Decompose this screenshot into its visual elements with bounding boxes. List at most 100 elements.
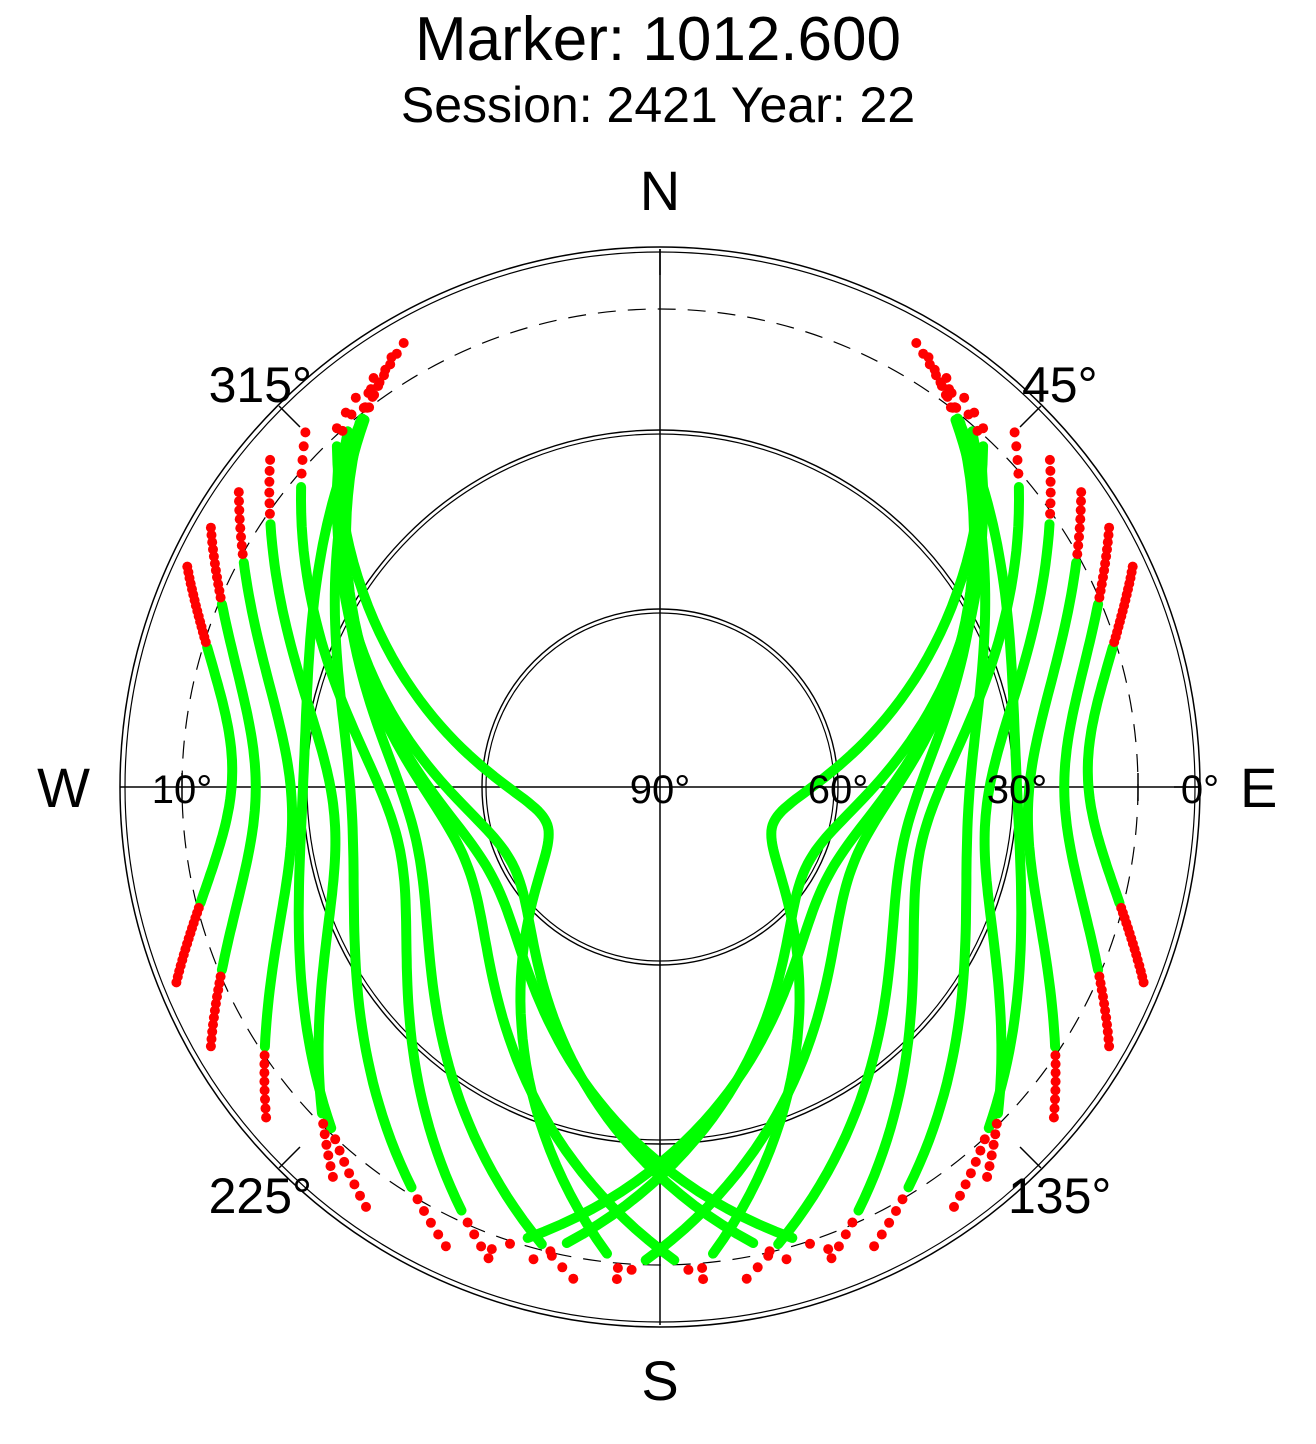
track-segment-above-cutoff [293,413,368,1134]
track-segment-above-cutoff [216,599,261,975]
track-point-near-cutoff [207,1026,218,1037]
track-point-near-cutoff [433,1229,444,1240]
track-point-near-cutoff [235,523,246,534]
track-point-near-cutoff [1076,496,1086,507]
track-point-near-cutoff [949,402,960,413]
track-point-near-cutoff [1050,1094,1060,1105]
track-point-near-cutoff [969,407,980,418]
track-point-near-cutoff [1050,1059,1061,1069]
track-point-near-cutoff [469,1229,480,1240]
track-point-near-cutoff [833,1241,844,1252]
satellite-track-11 [486,384,979,1255]
track-point-near-cutoff [1074,523,1085,534]
satellite-track-22 [171,561,238,988]
track-point-near-cutoff [318,1118,329,1129]
track-point-near-cutoff [425,1217,436,1228]
track-point-near-cutoff [171,977,182,988]
track-point-near-cutoff [944,384,955,395]
track-point-near-cutoff [206,530,217,540]
track-point-near-cutoff [259,1085,270,1096]
track-point-near-cutoff [960,1179,971,1190]
tick-315 [278,405,301,428]
satellite-track-18 [296,427,494,1264]
tick-45 [1019,405,1042,428]
track-segment-above-cutoff [265,519,341,1119]
track-point-near-cutoff [259,1050,270,1061]
satellite-track-8 [1022,487,1087,1123]
track-point-near-cutoff [350,392,361,403]
track-segment-above-cutoff [341,420,798,1243]
track-point-near-cutoff [697,1263,708,1273]
track-point-near-cutoff [1045,498,1056,509]
track-point-near-cutoff [259,1067,270,1078]
track-segment-above-cutoff [1022,557,1082,1052]
track-point-near-cutoff [360,402,371,413]
azimuth-label-225: 225° [209,1168,312,1224]
track-point-near-cutoff [265,454,276,465]
track-point-near-cutoff [205,1041,216,1052]
track-point-near-cutoff [1045,476,1056,487]
track-point-near-cutoff [505,1238,515,1249]
track-point-near-cutoff [840,1229,851,1240]
track-point-near-cutoff [1076,487,1087,498]
track-point-near-cutoff [319,1129,330,1140]
track-point-near-cutoff [611,1274,622,1285]
satellite-track-10 [1082,561,1149,988]
track-segment-above-cutoff [522,420,979,1243]
track-point-near-cutoff [1050,1050,1061,1061]
track-point-near-cutoff [1102,1026,1113,1037]
track-point-near-cutoff [264,498,275,509]
track-point-near-cutoff [331,423,342,434]
track-segment-above-cutoff [952,413,1027,1134]
track-point-near-cutoff [1075,514,1086,525]
track-point-near-cutoff [1104,1041,1115,1052]
track-point-near-cutoff [1072,549,1083,560]
track-point-near-cutoff [965,1168,976,1179]
satellite-track-20 [233,487,298,1123]
track-point-near-cutoff [296,468,307,479]
track-point-near-cutoff [1049,1103,1060,1114]
track-segment-above-cutoff [195,642,238,908]
track-point-near-cutoff [234,505,245,516]
track-point-near-cutoff [486,1244,497,1255]
track-point-near-cutoff [978,423,989,434]
track-point-near-cutoff [1075,505,1086,516]
satellite-track-7 [979,454,1056,1182]
satellite-track-5 [697,423,989,1273]
track-point-near-cutoff [1048,1112,1059,1123]
tracks-layer [171,338,1149,1285]
track-point-near-cutoff [234,496,244,507]
satellite-track-3 [911,338,1027,1212]
track-point-near-cutoff [398,338,409,348]
track-point-near-cutoff [826,1253,837,1264]
track-point-near-cutoff [200,637,211,648]
track-point-near-cutoff [325,1161,336,1172]
track-point-near-cutoff [1050,1085,1061,1096]
track-point-near-cutoff [298,441,309,452]
track-point-near-cutoff [626,1264,637,1275]
track-point-near-cutoff [234,514,245,525]
track-point-near-cutoff [264,487,275,498]
chart-title: Marker: 1012.600 [415,5,901,74]
track-point-near-cutoff [959,392,970,403]
track-point-near-cutoff [264,508,275,519]
track-point-near-cutoff [988,1139,999,1150]
track-point-near-cutoff [528,1254,539,1265]
track-segment-above-cutoff [329,414,417,1193]
track-point-near-cutoff [991,1118,1002,1129]
track-point-near-cutoff [379,370,389,381]
track-point-near-cutoff [1012,455,1023,465]
compass-label-east: E [1240,756,1277,819]
tick-225 [278,1146,301,1169]
elevation-label-10: 10° [152,768,213,812]
track-point-near-cutoff [349,1179,360,1190]
track-point-near-cutoff [1045,487,1056,498]
satellite-track-6 [826,427,1024,1264]
track-point-near-cutoff [986,1150,997,1161]
track-point-near-cutoff [891,1206,901,1216]
track-point-near-cutoff [260,1094,270,1105]
track-segment-above-cutoff [1059,599,1104,975]
track-point-near-cutoff [683,1264,694,1275]
azimuth-label-135: 135° [1008,1168,1111,1224]
